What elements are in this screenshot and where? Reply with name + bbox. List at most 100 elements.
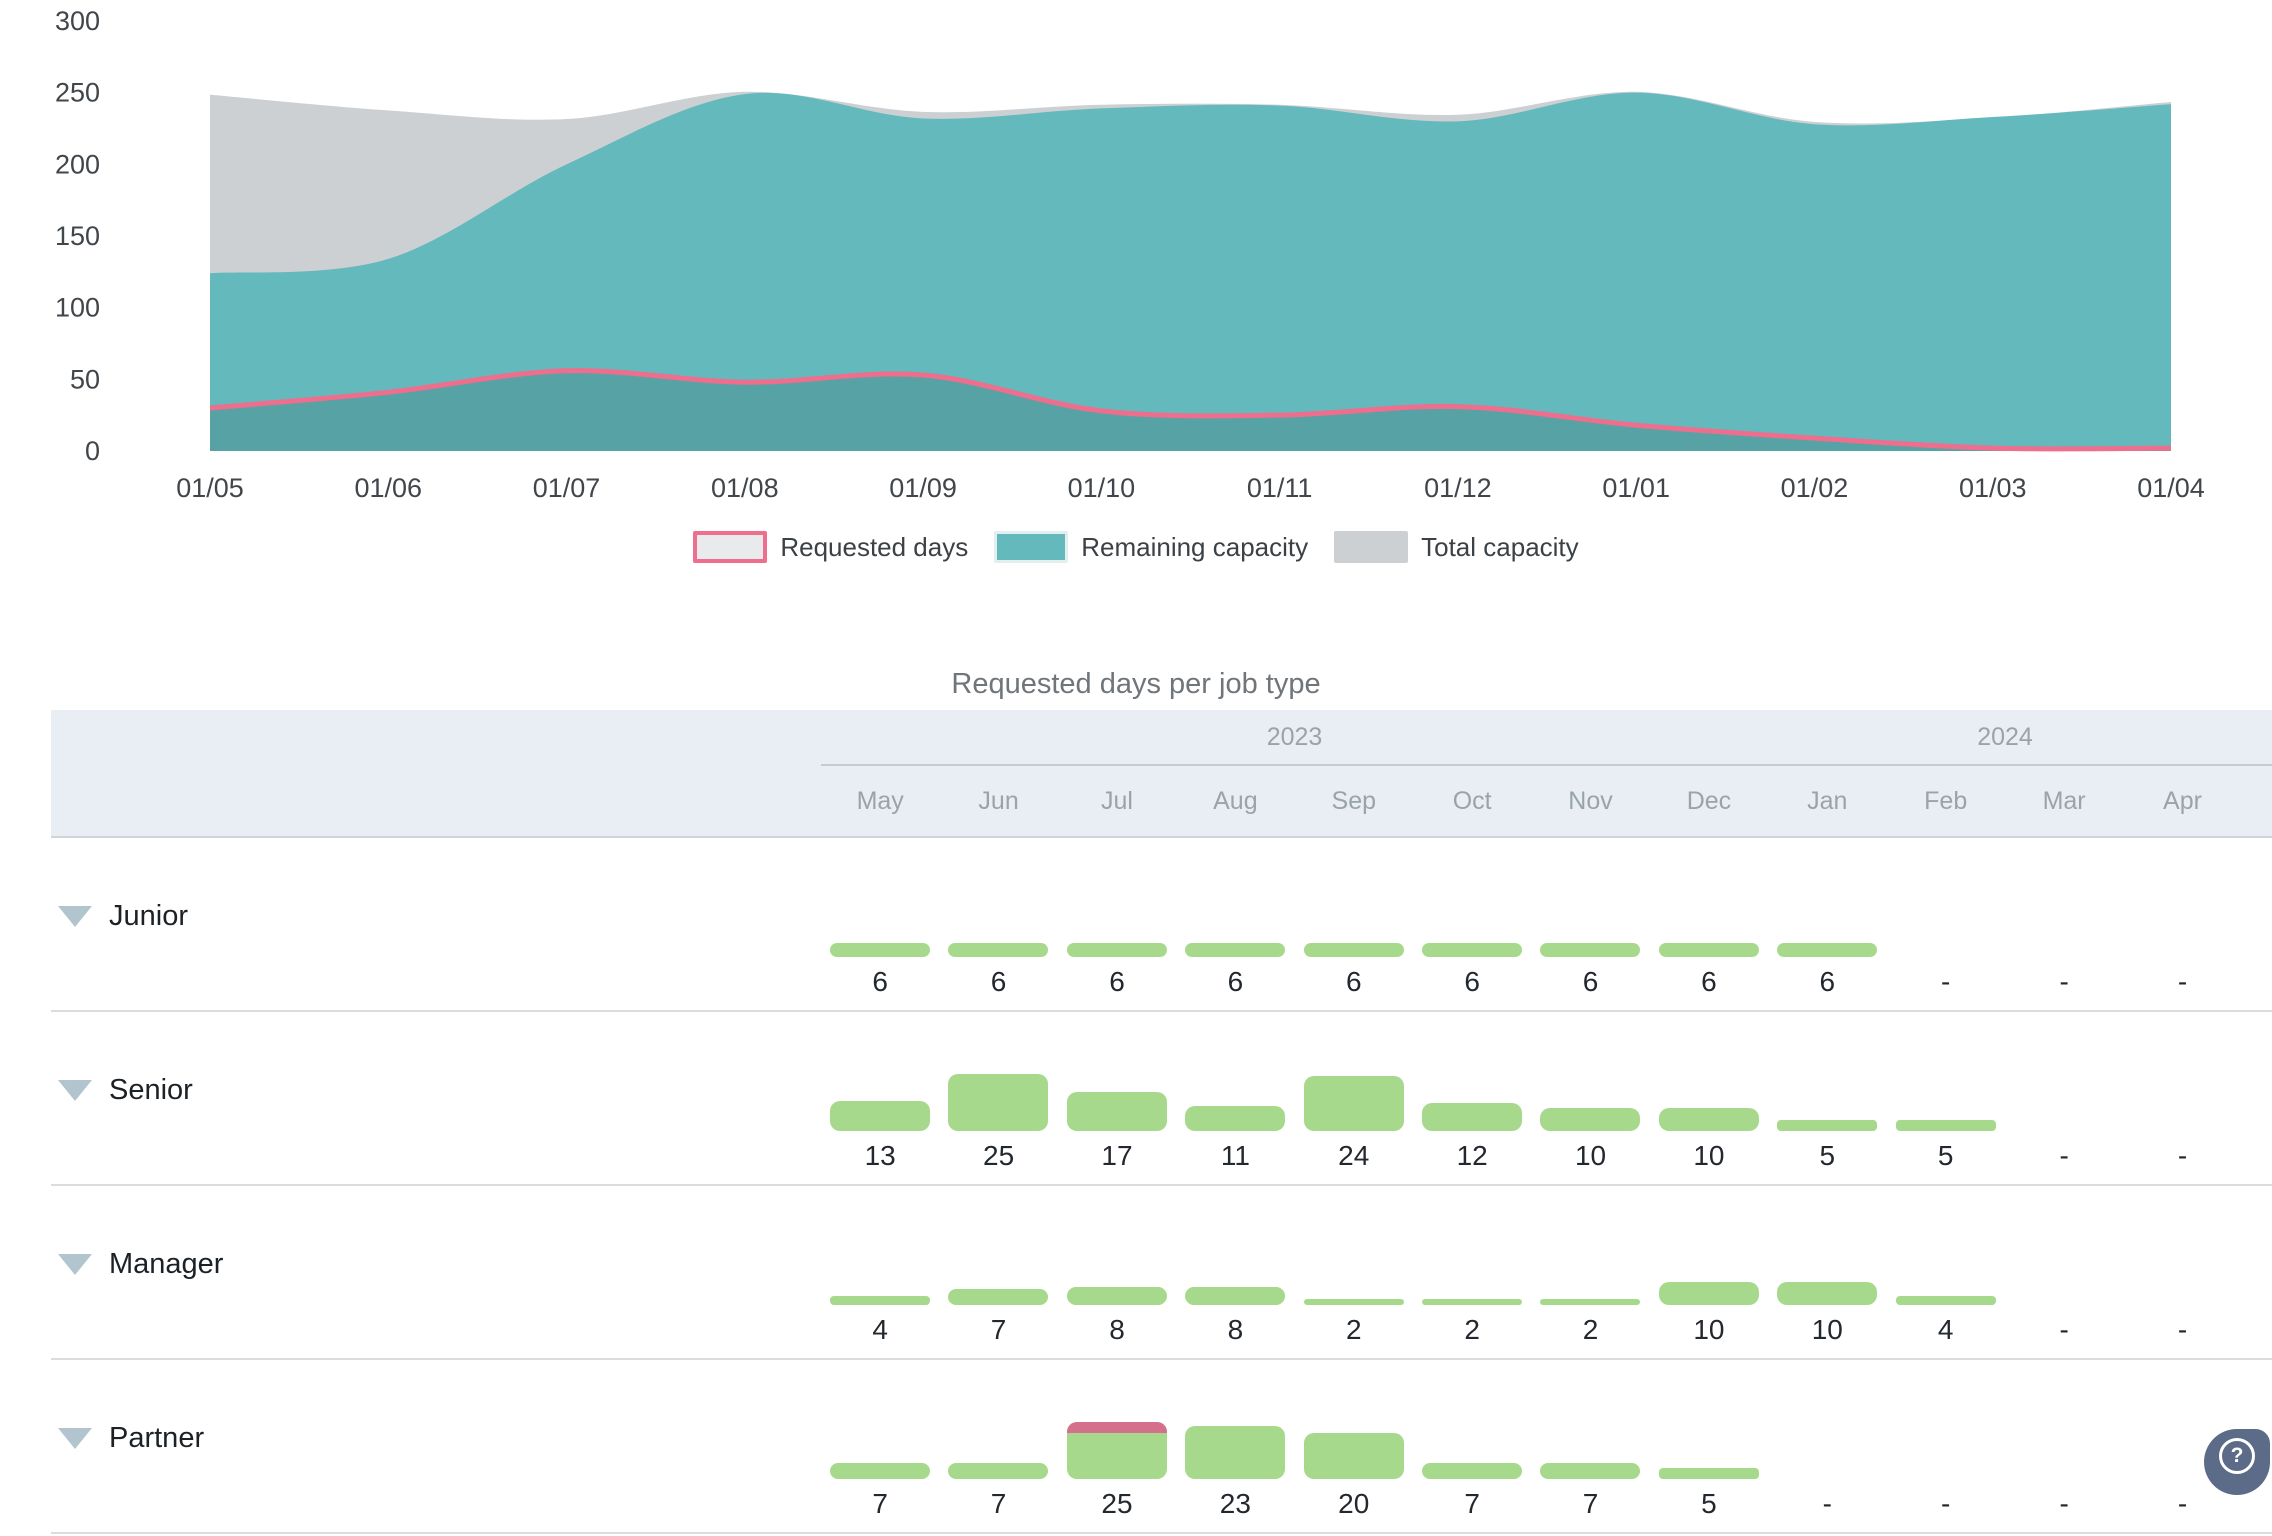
empty-value-dash: - — [2177, 1140, 2188, 1171]
requested-days-bar — [1185, 943, 1286, 957]
requested-days-bar — [1185, 1426, 1286, 1479]
y-axis-tick-label: 250 — [55, 78, 100, 108]
remaining-swatch-icon — [994, 531, 1069, 563]
expand-caret-icon[interactable] — [58, 1428, 92, 1449]
requested-days-bar — [1540, 1299, 1641, 1305]
requested-days-bar — [948, 1288, 1049, 1305]
value-cell-Dec: 5 — [1650, 1360, 1768, 1532]
value-cell-Mar: - — [2005, 1186, 2123, 1358]
value-cell-Sep: 6 — [1295, 838, 1413, 1010]
requested-days-value: 6 — [872, 966, 888, 997]
requested-days-bar — [1658, 1108, 1759, 1131]
requested-days-bar — [948, 1462, 1049, 1479]
value-cell-Mar: - — [2005, 1360, 2123, 1532]
expand-caret-icon[interactable] — [58, 1254, 92, 1275]
requested-days-value: 10 — [1574, 1140, 1607, 1171]
month-header-May: May — [856, 786, 904, 815]
value-cell-Sep: 24 — [1295, 1012, 1413, 1184]
empty-value-dash: - — [2177, 1488, 2188, 1519]
value-cell-May: 4 — [821, 1186, 939, 1358]
empty-value-dash: - — [2059, 966, 2069, 997]
x-axis-tick-label: 01/04 — [2137, 473, 2205, 503]
total-swatch-icon — [1334, 531, 1409, 563]
value-cell-Dec: 10 — [1650, 1186, 1768, 1358]
requested-days-value: 5 — [1937, 1140, 1954, 1171]
requested-days-bar — [1303, 1299, 1404, 1305]
expand-caret-icon[interactable] — [58, 1080, 92, 1101]
requested-days-bar — [1658, 1282, 1759, 1305]
year-cells: 2023 2024 — [821, 710, 2272, 766]
legend-item-requested[interactable]: Requested days — [693, 531, 968, 563]
job-name-label: Senior — [109, 1074, 193, 1106]
requested-days-bar — [1185, 1286, 1286, 1305]
job-label-cell: Junior — [51, 838, 821, 1010]
requested-days-value: 5 — [1701, 1488, 1717, 1519]
chart-legend: Requested days Remaining capacity Total ca… — [0, 526, 2272, 568]
requested-days-table: 2023 2024 May Jun Jul Aug Sep Oct Nov Dec Jan Feb M… — [51, 710, 2272, 1534]
requested-days-bar — [830, 1101, 930, 1131]
month-header-Dec: Dec — [1686, 786, 1732, 815]
legend-label: Requested days — [780, 531, 969, 562]
x-axis-tick-label: 01/08 — [711, 473, 779, 503]
requested-days-bar — [1421, 1299, 1522, 1305]
month-header-Mar: Mar — [2042, 786, 2086, 815]
job-label-inner: Manager — [58, 1248, 223, 1281]
value-cell-Jun: 7 — [939, 1360, 1057, 1532]
requested-days-bar — [1658, 1467, 1759, 1479]
requested-days-bar — [1066, 1421, 1167, 1479]
remaining-capacity-area — [210, 92, 2171, 451]
value-cell-Oct: 6 — [1413, 838, 1531, 1010]
value-cell-Dec: 10 — [1650, 1012, 1768, 1184]
value-cell-Aug: 23 — [1176, 1360, 1294, 1532]
legend-item-remaining[interactable]: Remaining capacity — [994, 531, 1308, 563]
requested-days-value: 7 — [990, 1488, 1007, 1519]
table-header: 2023 2024 May Jun Jul Aug Sep Oct Nov Dec Jan Feb M… — [51, 710, 2272, 838]
requested-days-bar — [1421, 1103, 1522, 1131]
requested-days-bar — [1066, 1091, 1167, 1131]
requested-days-bar — [1540, 1462, 1641, 1479]
requested-days-value: 2 — [1464, 1314, 1480, 1345]
requested-days-bar — [1066, 1286, 1167, 1305]
help-button[interactable]: ? — [2204, 1429, 2270, 1495]
requested-days-bar — [1777, 1119, 1878, 1131]
requested-days-value: 6 — [1345, 966, 1362, 997]
value-cell-Nov: 10 — [1531, 1012, 1649, 1184]
requested-days-bar — [1895, 1119, 1996, 1131]
requested-days-value: 6 — [1227, 966, 1244, 997]
value-cell-Jan: - — [1768, 1360, 1886, 1532]
job-row-junior: Junior 6 6 6 6 6 6 6 6 6 - - - — [51, 838, 2272, 1012]
requested-days-value: 6 — [1582, 966, 1599, 997]
value-cell-Oct: 2 — [1413, 1186, 1531, 1358]
requested-days-value: 7 — [1464, 1488, 1480, 1519]
total-capacity-top-line — [209, 87, 2172, 124]
legend-item-total[interactable]: Total capacity — [1334, 531, 1579, 563]
requested-days-value: 25 — [1101, 1488, 1133, 1519]
x-axis-tick-label: 01/09 — [889, 473, 957, 503]
value-cell-Jul: 25 — [1058, 1360, 1176, 1532]
value-cell-Jan: 5 — [1768, 1012, 1886, 1184]
requested-days-bar — [830, 943, 930, 957]
value-cell-Jan: 6 — [1768, 838, 1886, 1010]
requested-days-bar — [830, 1295, 930, 1305]
value-cell-May: 6 — [821, 838, 939, 1010]
value-cell-Apr: - — [2123, 838, 2241, 1010]
legend-label: Total capacity — [1421, 531, 1579, 562]
month-header-Oct: Oct — [1452, 786, 1492, 815]
requested-days-value: 11 — [1220, 1140, 1250, 1171]
value-cell-Mar: - — [2005, 838, 2123, 1010]
requested-days-value: 12 — [1456, 1140, 1488, 1171]
job-row-manager: Manager 4 7 8 8 2 2 2 10 10 4 - - — [51, 1186, 2272, 1360]
requested-days-bar — [1303, 1075, 1404, 1131]
requested-days-value: 7 — [1582, 1488, 1599, 1519]
month-header-Feb: Feb — [1924, 786, 1968, 815]
x-axis-tick-label: 01/02 — [1781, 473, 1849, 503]
requested-days-bar — [1540, 943, 1641, 957]
requested-days-value: 6 — [1819, 966, 1836, 997]
job-label-cell: Manager — [51, 1186, 821, 1358]
value-cell-Nov: 7 — [1531, 1360, 1649, 1532]
requested-days-value: 8 — [1227, 1314, 1244, 1345]
y-axis-tick-label: 100 — [55, 293, 100, 323]
x-axis-tick-label: 01/03 — [1959, 473, 2027, 503]
expand-caret-icon[interactable] — [58, 906, 92, 927]
requested-days-bar — [1658, 943, 1759, 957]
